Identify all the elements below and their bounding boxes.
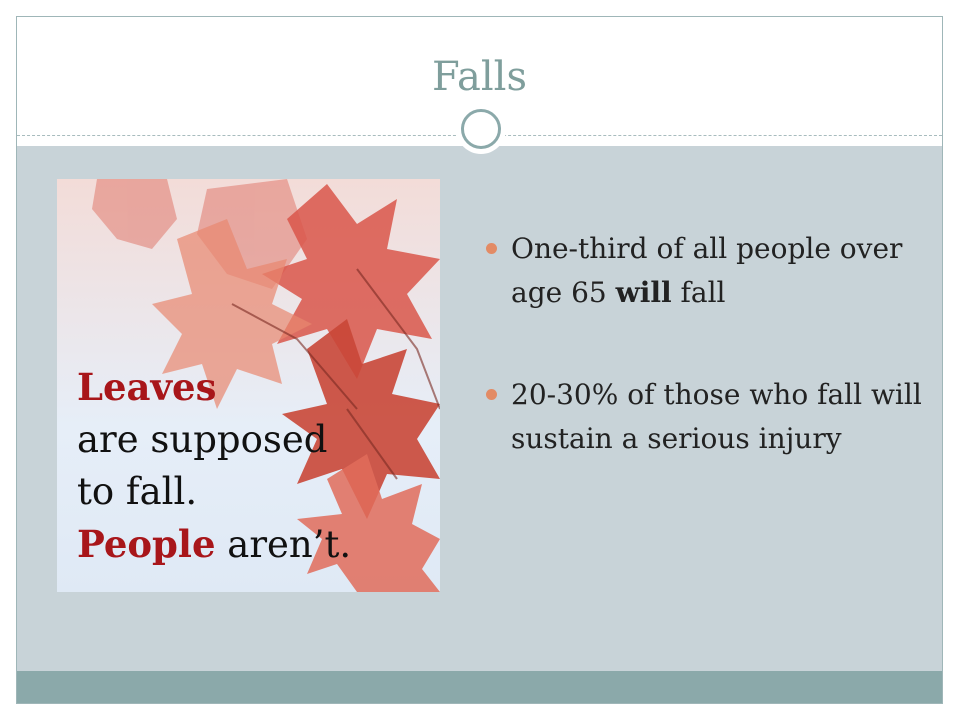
decorative-ring-icon <box>456 104 506 154</box>
poster-line-3: to fall. <box>77 470 198 513</box>
poster-line-4-rest: aren’t. <box>215 523 352 566</box>
bullet-bold-word: will <box>615 276 672 309</box>
poster-leaves-word: Leaves <box>77 365 217 409</box>
bullet-text: 20-30% of those who fall will sustain a … <box>511 378 922 455</box>
poster-line-2: are supposed <box>77 418 328 461</box>
footer-bar <box>17 671 942 703</box>
poster-caption: Leaves are supposed to fall. People aren… <box>77 361 437 571</box>
slide: Falls <box>16 16 943 704</box>
bullet-text-end: fall <box>671 276 726 309</box>
bullet-list: One-third of all people over age 65 will… <box>483 227 923 519</box>
poster-people-word: People <box>77 522 216 566</box>
slide-title: Falls <box>432 54 527 100</box>
bullet-dot-icon <box>486 389 497 400</box>
maple-leaves-illustration <box>57 179 440 592</box>
bullet-item: 20-30% of those who fall will sustain a … <box>483 373 923 461</box>
bullet-item: One-third of all people over age 65 will… <box>483 227 923 315</box>
bullet-dot-icon <box>486 243 497 254</box>
bullet-text-start: One-third of all people over age 65 <box>511 232 903 309</box>
leaves-poster-image: Leaves are supposed to fall. People aren… <box>57 179 440 592</box>
